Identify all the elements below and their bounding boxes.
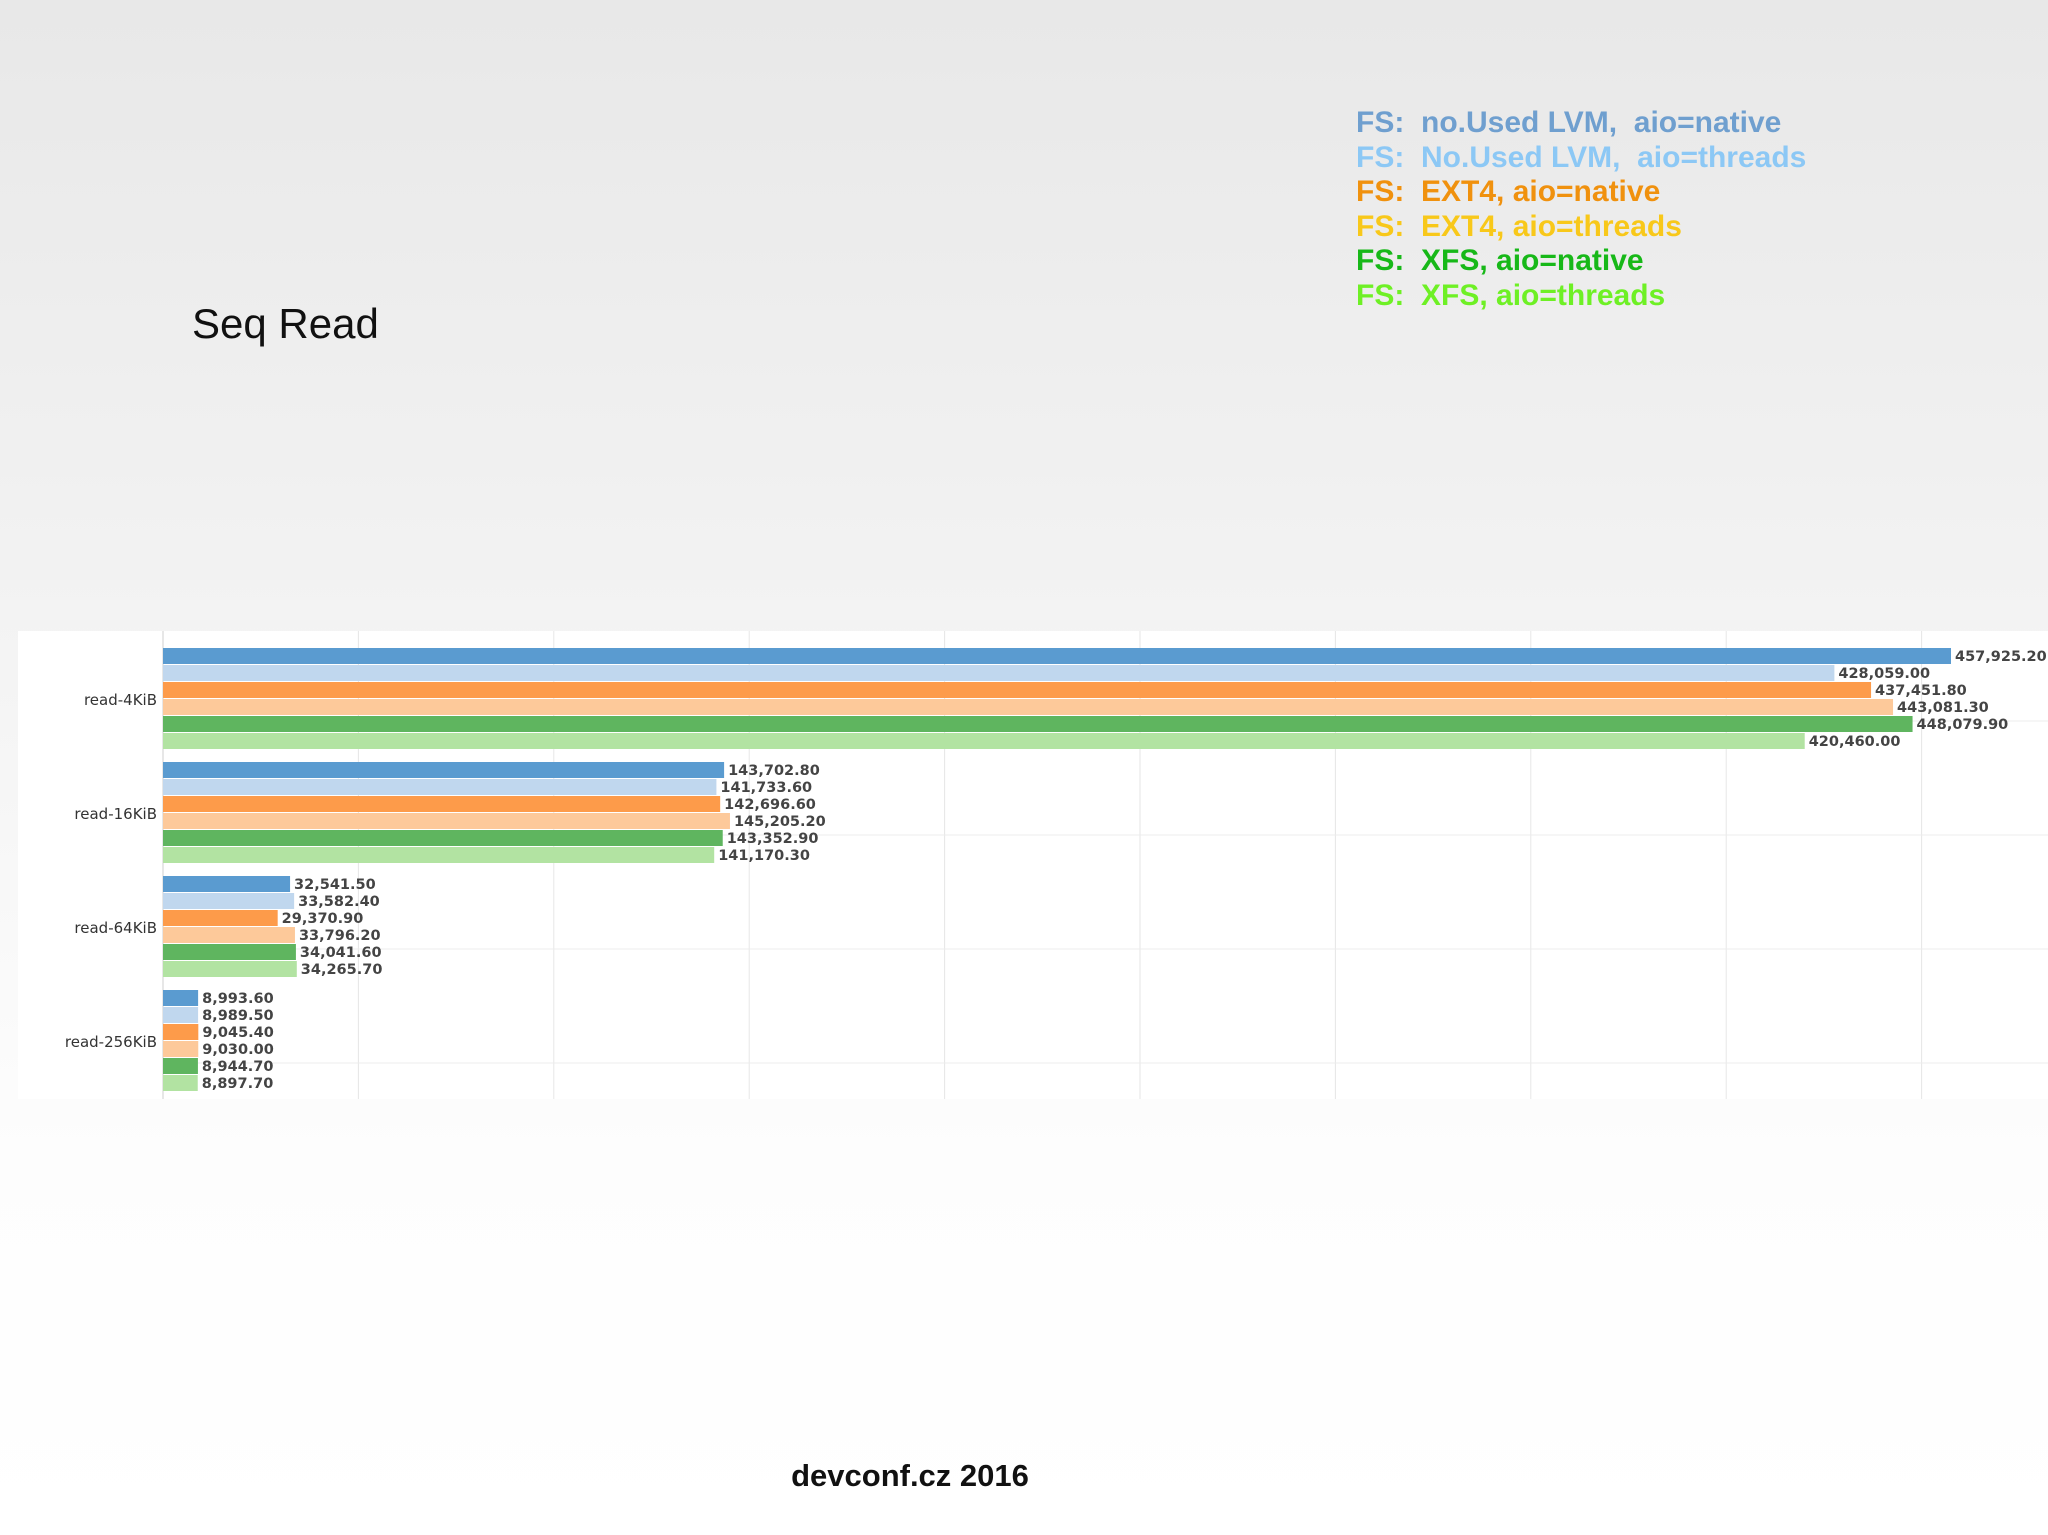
bar [163,716,1913,732]
slide-footer: devconf.cz 2016 [791,1458,1029,1493]
data-label: 428,059.00 [1838,666,1930,682]
data-label: 420,460.00 [1809,734,1901,750]
legend-entry: FS: no.Used LVM, aio=native [1356,106,1782,139]
bar [163,1058,198,1074]
bar [163,847,715,863]
slide-title: Seq Read [192,300,379,347]
bar [163,1007,199,1023]
category-label: read-256KiB [65,1033,157,1051]
category-label: read-64KiB [74,919,157,937]
bar [163,910,278,926]
category-label: read-4KiB [84,691,157,709]
data-label: 448,079.90 [1917,717,2009,733]
data-label: 141,733.60 [720,780,812,796]
data-label: 32,541.50 [294,877,376,893]
bar [163,762,725,778]
data-label: 8,993.60 [202,991,274,1007]
chart-panel: read-4KiB 457,925.20 428,059.00 437,451.80 4… [18,631,2048,1099]
data-label: 33,796.20 [299,928,381,944]
bar [163,1075,198,1091]
legend-entry: FS: EXT4, aio=native [1356,175,1661,208]
legend-entry: FS: XFS, aio=native [1356,244,1644,277]
bar-chart: read-4KiB457,925.20428,059.00437,451.804… [65,631,2048,1099]
bar [163,682,1872,698]
bar [163,813,730,829]
data-label: 8,897.70 [202,1076,274,1092]
data-label: 443,081.30 [1897,700,1989,716]
legend-entry: FS: XFS, aio=threads [1356,278,1666,312]
bar [163,665,1835,681]
data-label: 9,030.00 [202,1042,274,1058]
data-label: 437,451.80 [1875,683,1967,699]
chart-legend: FS: no.Used LVM, aio=native FS: No.Used L… [1356,106,1806,313]
bar [163,876,291,892]
data-label: 34,265.70 [301,962,383,978]
category-label: read-16KiB [74,805,157,823]
bar [163,1024,199,1040]
bar [163,990,199,1006]
data-label: 143,702.80 [728,763,820,779]
bar [163,944,296,960]
bar [163,830,723,846]
bar [163,733,1805,749]
data-label: 9,045.40 [202,1025,274,1041]
data-label: 8,989.50 [202,1008,274,1024]
data-label: 145,205.20 [734,814,826,830]
data-label: 33,582.40 [298,894,380,910]
bar [163,779,717,795]
data-label: 141,170.30 [718,848,810,864]
bar [163,648,1951,664]
data-label: 8,944.70 [202,1059,274,1075]
data-label: 34,041.60 [300,945,382,961]
bar [163,1041,199,1057]
bar [163,927,295,943]
data-label: 142,696.60 [724,797,816,813]
data-label: 29,370.90 [282,911,364,927]
data-label: 457,925.20 [1955,649,2047,665]
bar [163,961,297,977]
legend-entry: FS: EXT4, aio=threads [1356,209,1682,243]
bar [163,796,721,812]
data-label: 143,352.90 [727,831,819,847]
bar [163,893,295,909]
bar [163,699,1894,715]
legend-entry: FS: No.Used LVM, aio=threads [1356,140,1807,174]
